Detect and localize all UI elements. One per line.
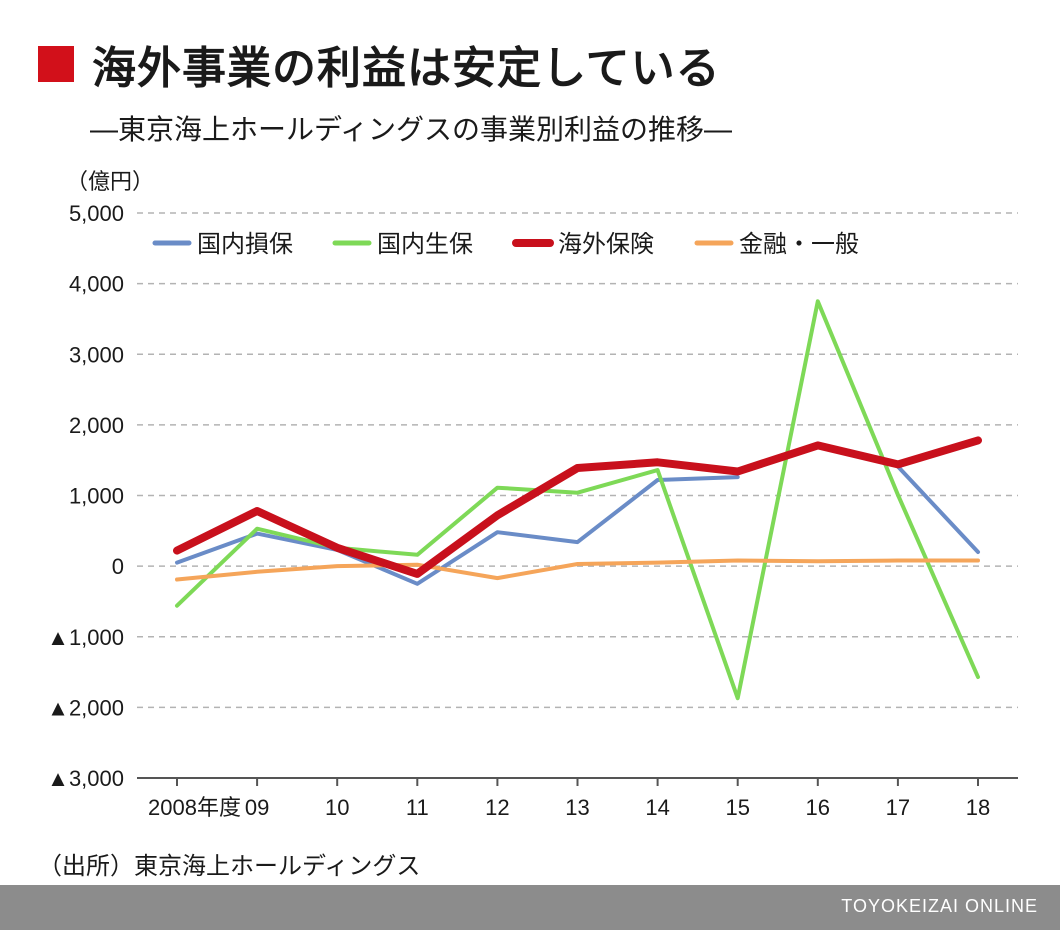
x-tick-label: 10 bbox=[325, 795, 349, 820]
series-line-2 bbox=[173, 436, 982, 578]
x-tick-label: 09 bbox=[245, 795, 269, 820]
y-tick-label: 5,000 bbox=[69, 201, 124, 226]
line-chart: 5,000 4,000 3,000 2,000 1,000 0 ▲1,000 ▲2,000 ▲3… bbox=[47, 201, 1018, 820]
y-tick-label: 1,000 bbox=[69, 484, 124, 509]
y-tick-label: 3,000 bbox=[69, 342, 124, 367]
series-lines bbox=[173, 299, 982, 701]
x-tick-label: 2008年度 bbox=[148, 795, 241, 820]
y-tick-label: ▲1,000 bbox=[47, 625, 124, 650]
x-tick-label: 13 bbox=[565, 795, 589, 820]
series-line-0 bbox=[175, 464, 980, 586]
legend: 国内損保 国内生保 海外保険 金融・一般 bbox=[152, 230, 859, 258]
page-title: 海外事業の利益は安定している bbox=[92, 43, 721, 94]
y-tick-label: 0 bbox=[112, 554, 124, 579]
axes: 5,000 4,000 3,000 2,000 1,000 0 ▲1,000 ▲2,000 ▲3… bbox=[47, 201, 1018, 820]
x-tick-label: 17 bbox=[886, 795, 910, 820]
y-tick-label: ▲2,000 bbox=[47, 695, 124, 720]
gridlines bbox=[137, 212, 1018, 709]
x-tick-label: 18 bbox=[966, 795, 990, 820]
legend-label: 海外保険 bbox=[558, 230, 654, 258]
y-unit-label: （億円） bbox=[66, 170, 155, 195]
page-subtitle: ―東京海上ホールディングスの事業別利益の推移― bbox=[90, 113, 733, 146]
x-tick-label: 14 bbox=[645, 795, 669, 820]
x-tick-label: 11 bbox=[406, 795, 429, 820]
x-tick-label: 15 bbox=[725, 795, 749, 820]
x-tick-label: 16 bbox=[806, 795, 830, 820]
legend-label: 国内生保 bbox=[377, 230, 473, 258]
footer-bar: TOYOKEIZAI ONLINE bbox=[0, 885, 1060, 930]
y-tick-label: ▲3,000 bbox=[47, 766, 124, 791]
y-tick-label: 2,000 bbox=[69, 413, 124, 438]
x-tick-label: 12 bbox=[485, 795, 509, 820]
legend-label: 金融・一般 bbox=[739, 230, 859, 258]
series-line-3 bbox=[175, 558, 980, 582]
source-note: （出所）東京海上ホールディングス bbox=[38, 852, 421, 880]
legend-label: 国内損保 bbox=[197, 230, 293, 258]
footer-brand: TOYOKEIZAI ONLINE bbox=[841, 896, 1038, 916]
y-tick-label: 4,000 bbox=[69, 272, 124, 297]
series-line-1 bbox=[175, 299, 980, 701]
title-marker bbox=[38, 46, 74, 82]
title-row: 海外事業の利益は安定している bbox=[38, 34, 721, 94]
